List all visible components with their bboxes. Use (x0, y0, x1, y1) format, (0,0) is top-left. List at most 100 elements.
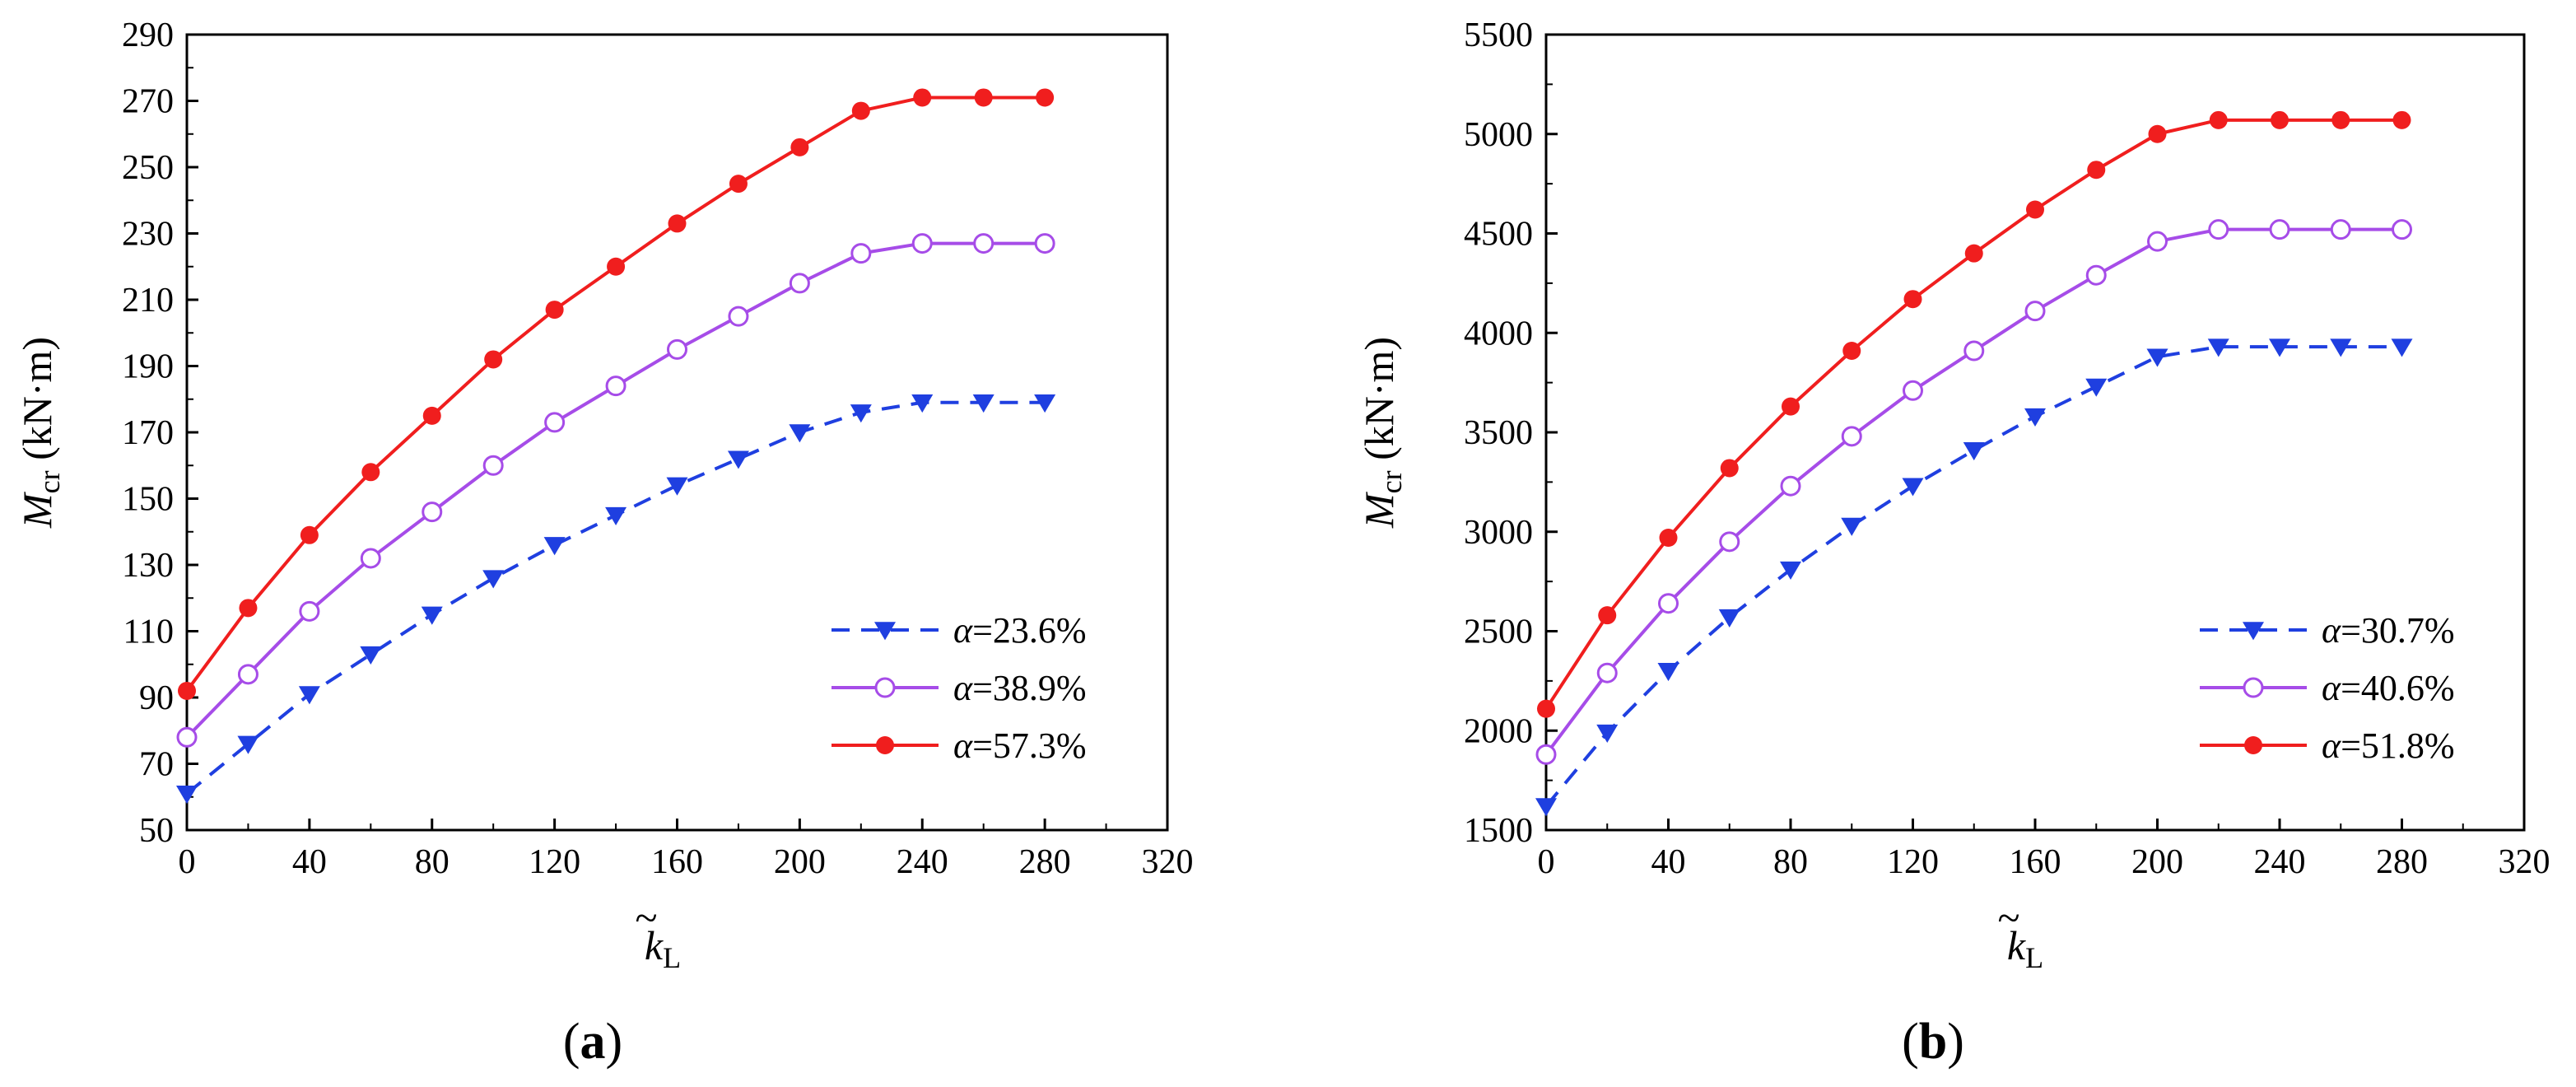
data-point (668, 214, 687, 233)
data-point (1598, 606, 1617, 625)
data-point (2147, 231, 2168, 252)
legend-marker (874, 677, 896, 698)
data-point (543, 537, 566, 556)
series-1 (1535, 338, 2413, 817)
data-point (911, 233, 933, 254)
data-point (1535, 744, 1557, 765)
y-tick-label: 5000 (1464, 116, 1533, 154)
data-point (727, 450, 749, 469)
data-point (850, 404, 872, 423)
data-point (1657, 663, 1679, 682)
legend-item: α=23.6% (831, 610, 1087, 651)
data-point (2269, 338, 2290, 357)
series-2 (1535, 219, 2412, 765)
data-point (421, 606, 443, 625)
legend-label: α=51.8% (2322, 725, 2455, 766)
data-point (1535, 798, 1557, 817)
legend-item: α=30.7% (2200, 610, 2455, 651)
data-point (422, 502, 443, 523)
x-axis-symbol: k (2007, 922, 2026, 968)
data-point (2085, 378, 2108, 397)
legend-marker (2243, 677, 2264, 698)
legend-symbol: α (953, 668, 973, 708)
data-point (666, 477, 688, 496)
data-point (1903, 290, 1922, 309)
data-point (605, 376, 627, 397)
data-point (545, 301, 564, 320)
panel-label-letter: b (1919, 1014, 1947, 1070)
x-tick-label: 0 (179, 843, 196, 881)
data-point (605, 506, 627, 525)
data-point (176, 726, 198, 748)
data-point (1537, 699, 1555, 718)
x-axis-title: kL (645, 922, 681, 974)
data-point (1596, 662, 1618, 683)
data-point (667, 338, 687, 360)
data-point (178, 681, 196, 700)
panel-label-open: ( (563, 1014, 580, 1070)
data-point (2146, 348, 2168, 367)
y-tick-label: 50 (139, 812, 174, 850)
series-1 (176, 394, 1056, 805)
y-axis-title: Mcr (kN·m) (14, 337, 66, 529)
x-tick-label: 80 (1773, 843, 1808, 881)
panel-label-close: ) (1947, 1014, 1964, 1070)
y-tick-label: 4500 (1464, 216, 1533, 254)
x-axis-subscript: L (663, 941, 681, 974)
y-axis-unit: (kN·m) (1356, 337, 1402, 470)
x-tick-label: 80 (415, 843, 450, 881)
x-tick-label: 160 (2010, 843, 2061, 881)
legend-marker (874, 622, 896, 641)
y-tick-label: 170 (122, 414, 174, 452)
y-tick-label: 90 (139, 679, 174, 717)
x-axis-accent: ~ (1997, 894, 2019, 940)
data-point (2392, 219, 2412, 240)
data-point (360, 646, 382, 665)
y-tick-label: 2000 (1464, 712, 1533, 750)
y-tick-label: 250 (122, 149, 174, 187)
data-point (1036, 88, 1055, 107)
legend-symbol: α (2322, 725, 2341, 766)
legend-marker (2244, 736, 2262, 754)
data-point (1034, 394, 1056, 413)
data-point (1719, 531, 1740, 553)
x-axis-accent: ~ (635, 894, 657, 940)
data-point (298, 686, 320, 705)
data-point (1034, 233, 1055, 254)
data-point (422, 406, 441, 425)
x-tick-label: 240 (897, 843, 948, 881)
data-point (2024, 301, 2046, 322)
legend-symbol: α (2322, 610, 2341, 651)
legend-value: =30.7% (2341, 610, 2454, 651)
series-3 (1537, 110, 2411, 718)
data-point (1841, 426, 1862, 447)
x-tick-label: 120 (529, 843, 580, 881)
x-axis-subscript: L (2025, 941, 2043, 974)
x-tick-label: 280 (2376, 843, 2428, 881)
y-tick-label: 3000 (1464, 514, 1533, 552)
y-tick-label: 230 (122, 216, 174, 254)
data-point (237, 735, 259, 754)
x-tick-label: 40 (1651, 843, 1686, 881)
legend-label: α=57.3% (953, 725, 1087, 766)
legend-value: =23.6% (972, 610, 1086, 651)
y-tick-label: 70 (139, 746, 174, 784)
data-point (361, 463, 380, 482)
y-tick-label: 3500 (1464, 414, 1533, 452)
panel-label-close: ) (606, 1014, 623, 1070)
y-axis-subscript: cr (33, 470, 66, 493)
data-point (1718, 609, 1740, 627)
data-point (1841, 517, 1863, 536)
series-3 (178, 88, 1055, 700)
data-point (790, 138, 809, 156)
data-point (2208, 219, 2229, 240)
data-point (2271, 110, 2289, 129)
legend-item: α=51.8% (2200, 725, 2455, 766)
panel-label: (a) (563, 1014, 622, 1070)
y-axis-symbol: M (14, 492, 60, 529)
x-tick-label: 160 (651, 843, 703, 881)
data-point (974, 88, 993, 107)
y-axis-unit: (kN·m) (14, 337, 60, 470)
data-point (1658, 593, 1679, 614)
